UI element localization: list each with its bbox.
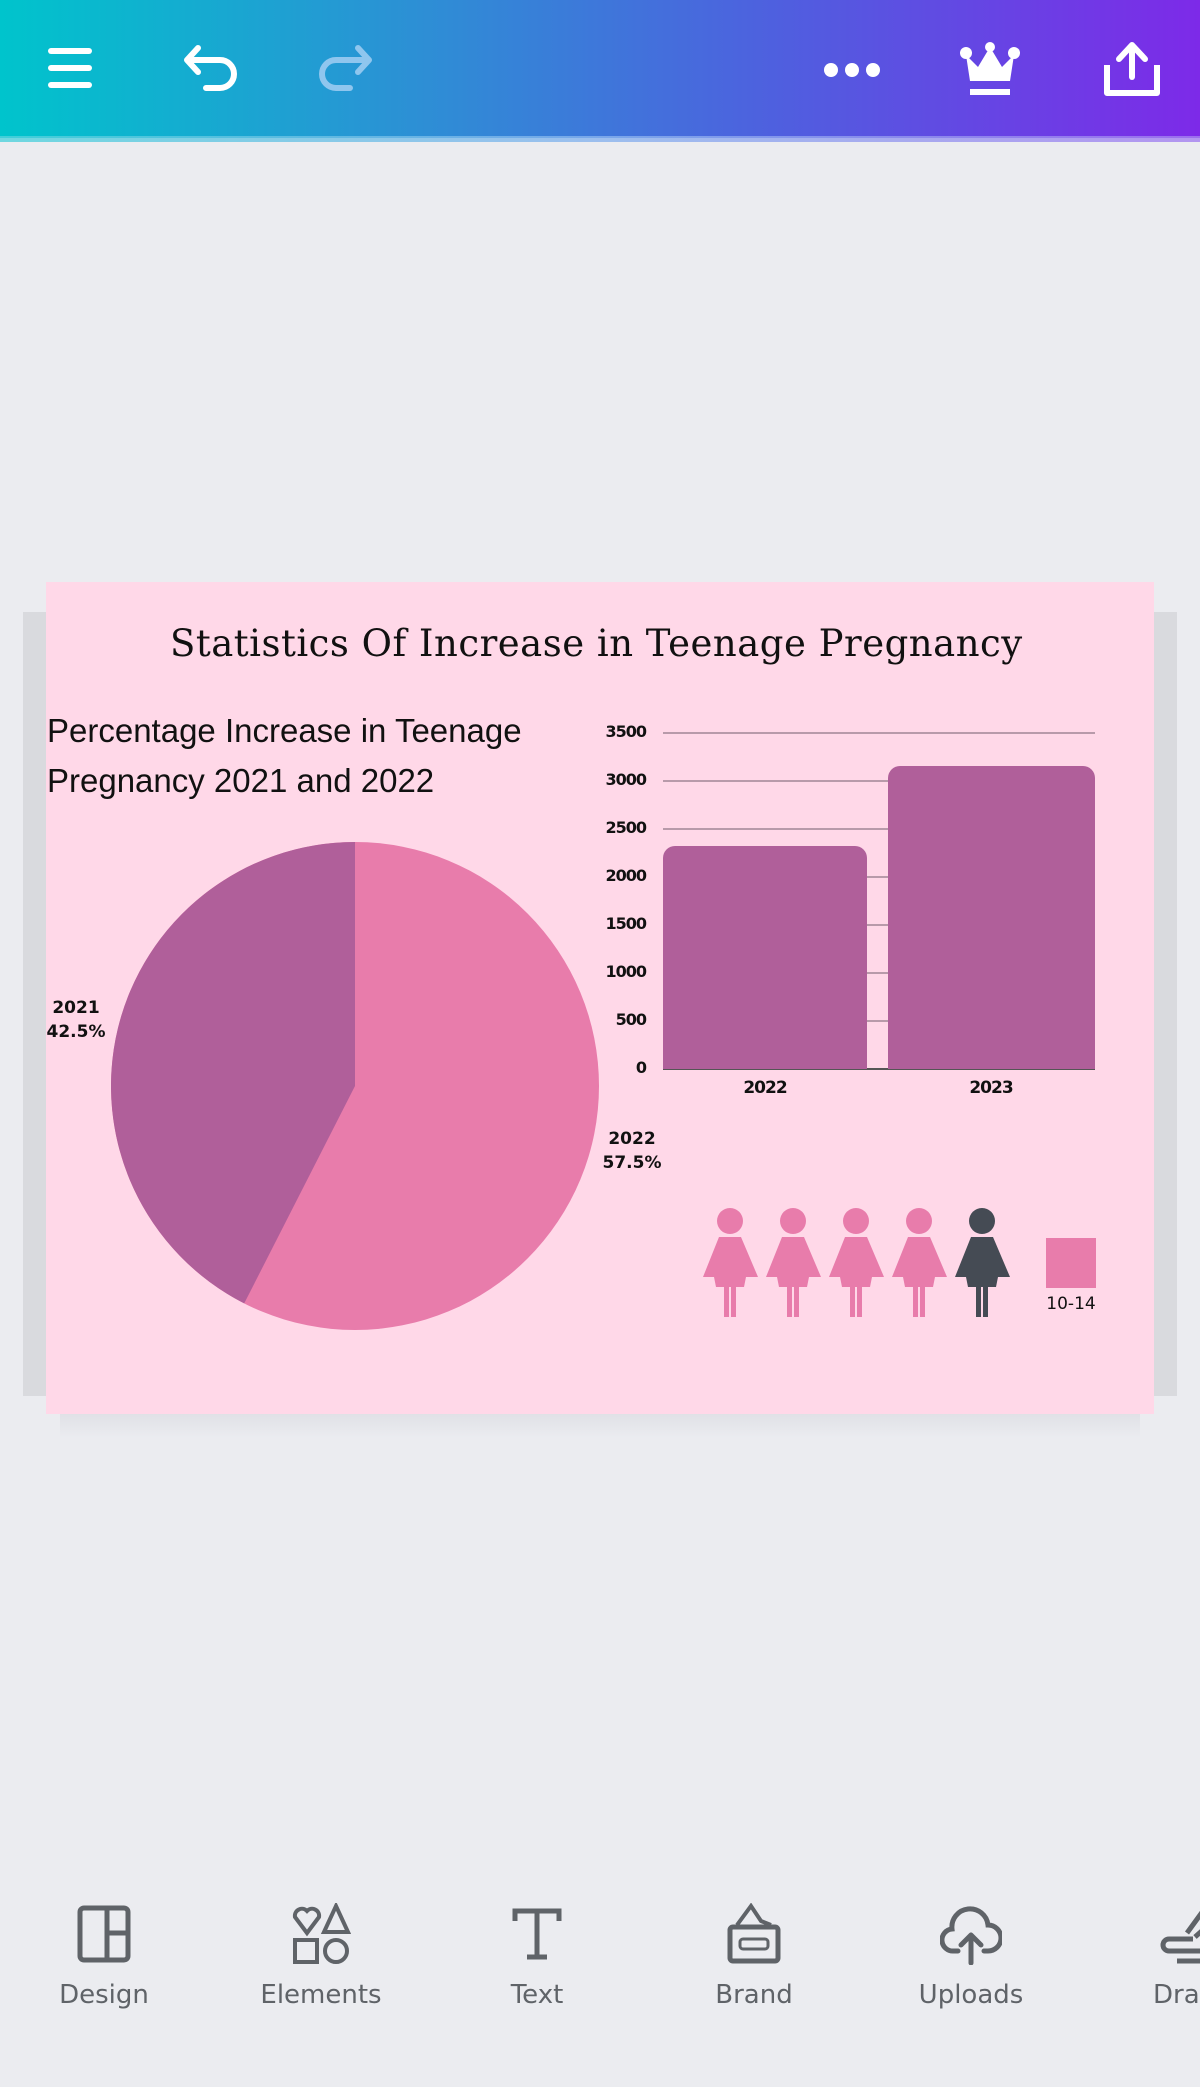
y-tick: 3500 bbox=[605, 722, 647, 741]
y-tick: 1500 bbox=[605, 914, 647, 933]
y-tick: 1000 bbox=[605, 962, 647, 981]
y-tick: 500 bbox=[615, 1010, 647, 1029]
premium-button[interactable] bbox=[950, 36, 1030, 102]
gridline bbox=[663, 924, 1095, 926]
text-icon bbox=[512, 1908, 562, 1960]
cloud-upload-icon bbox=[940, 1906, 1002, 1965]
bar-2023[interactable] bbox=[888, 766, 1095, 1069]
gridline bbox=[663, 972, 1095, 974]
gridline bbox=[663, 780, 1095, 782]
page-shadow bbox=[60, 1414, 1140, 1438]
female-figure-icon-dark bbox=[955, 1208, 1010, 1317]
shapes-icon bbox=[292, 1903, 351, 1964]
draw-icon bbox=[1160, 1910, 1200, 1964]
tab-elements[interactable]: Elements bbox=[246, 1902, 396, 2010]
pie-label-year: 2022 bbox=[608, 1129, 656, 1149]
female-figure-icon bbox=[703, 1208, 758, 1317]
share-upload-icon bbox=[1104, 42, 1160, 96]
pie-title-line-1: Percentage Increase in Teenage bbox=[47, 712, 522, 749]
y-tick: 2000 bbox=[605, 866, 647, 885]
undo-icon bbox=[184, 45, 237, 91]
tab-label: Design bbox=[59, 1980, 149, 2010]
tab-design[interactable]: Design bbox=[29, 1902, 179, 2010]
brand-kit-icon bbox=[727, 1903, 781, 1964]
more-horizontal-icon bbox=[824, 63, 880, 77]
bar-2022[interactable] bbox=[663, 846, 867, 1069]
x-axis-line bbox=[663, 1068, 1095, 1070]
y-tick: 3000 bbox=[605, 770, 647, 789]
menu-button[interactable] bbox=[36, 34, 104, 102]
female-figure-icon bbox=[892, 1208, 947, 1317]
x-tick: 2022 bbox=[743, 1078, 787, 1098]
redo-icon bbox=[319, 45, 372, 91]
toolbar-divider bbox=[0, 136, 1200, 142]
pie-title-line-2: Pregnancy 2021 and 2022 bbox=[47, 762, 435, 799]
editor-toolbar bbox=[0, 0, 1200, 138]
design-page[interactable]: Statistics Of Increase in Teenage Pregna… bbox=[46, 582, 1154, 1414]
tab-text[interactable]: Text bbox=[462, 1902, 612, 2010]
pictogram[interactable] bbox=[700, 1207, 1013, 1319]
crown-icon bbox=[960, 42, 1020, 95]
x-tick: 2023 bbox=[969, 1078, 1013, 1098]
tab-uploads[interactable]: Uploads bbox=[896, 1902, 1046, 2010]
pie-label-percent: 42.5% bbox=[46, 1022, 106, 1042]
tab-label: Elements bbox=[260, 1980, 382, 2010]
infographic-title[interactable]: Statistics Of Increase in Teenage Pregna… bbox=[170, 622, 1023, 665]
gridline bbox=[663, 1020, 1095, 1022]
more-options-button[interactable] bbox=[812, 38, 892, 102]
y-tick: 0 bbox=[635, 1058, 647, 1077]
tab-label: Uploads bbox=[918, 1980, 1024, 2010]
tab-label: Text bbox=[510, 1980, 564, 2010]
bar-chart[interactable]: 3500 3000 2500 2000 1500 1000 500 0 2022… bbox=[590, 722, 1150, 1142]
pie-label-percent: 57.5% bbox=[602, 1153, 662, 1173]
hamburger-menu-icon bbox=[48, 48, 92, 88]
layout-icon bbox=[77, 1905, 131, 1963]
tab-label: Brand bbox=[715, 1980, 793, 2010]
pie-slice-2021[interactable] bbox=[111, 842, 355, 1304]
tab-label: Draw bbox=[1153, 1980, 1200, 2010]
legend-label: 10-14 bbox=[1046, 1294, 1096, 1314]
gridline bbox=[663, 732, 1095, 734]
gridline bbox=[663, 876, 1095, 878]
pie-label-2021: 2021 42.5% bbox=[46, 996, 106, 1044]
bottom-toolbar: Design Elements Text Brand Uploads Draw bbox=[0, 1860, 1200, 2087]
share-button[interactable] bbox=[1094, 36, 1170, 102]
gridline bbox=[663, 828, 1095, 830]
redo-button[interactable] bbox=[310, 34, 380, 104]
tab-brand[interactable]: Brand bbox=[679, 1902, 829, 2010]
legend-swatch bbox=[1046, 1238, 1096, 1288]
female-figure-icon bbox=[829, 1208, 884, 1317]
tab-draw[interactable]: Draw bbox=[1112, 1902, 1200, 2010]
pie-chart-title[interactable]: Percentage Increase in Teenage Pregnancy… bbox=[47, 706, 522, 806]
female-figure-icon bbox=[766, 1208, 821, 1317]
pie-chart[interactable] bbox=[111, 842, 611, 1342]
pie-label-year: 2021 bbox=[52, 998, 100, 1018]
pie-label-2022: 2022 57.5% bbox=[600, 1127, 664, 1175]
undo-button[interactable] bbox=[176, 34, 246, 104]
y-tick: 2500 bbox=[605, 818, 647, 837]
